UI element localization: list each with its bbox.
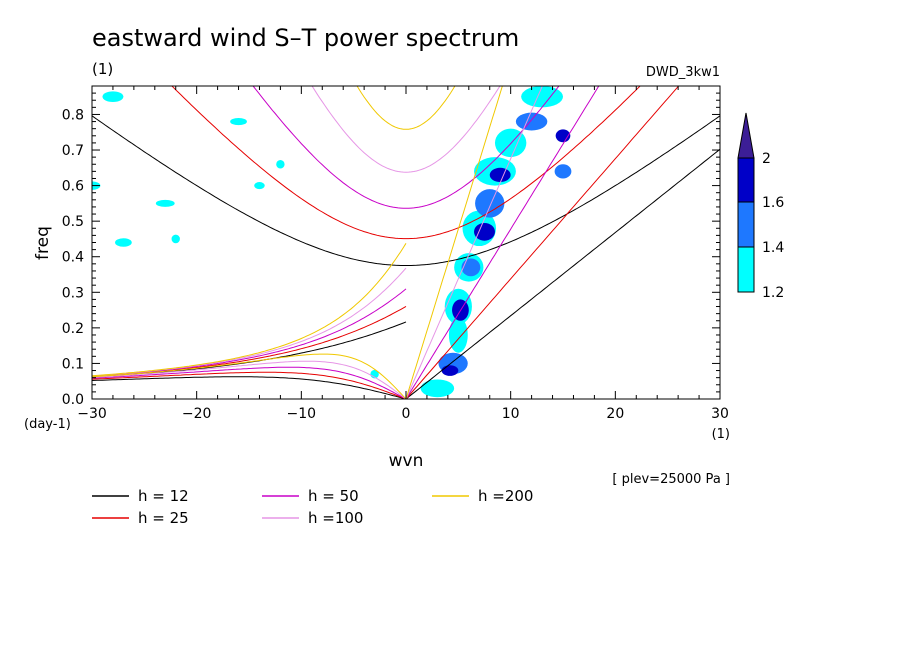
- legend: h = 12 h = 25 h = 50 h =100 h =200: [92, 487, 533, 527]
- colorbar-label: 1.6: [762, 195, 784, 211]
- y-tick-label: 0.0: [62, 392, 84, 408]
- legend-label: h = 25: [138, 509, 189, 527]
- curve-rossby-h100: [92, 360, 407, 399]
- x-tick-label: 10: [502, 406, 520, 422]
- y-tick-label: 0.3: [62, 285, 84, 301]
- x-tick-label: −20: [182, 406, 212, 422]
- curve-inertio-gravity-h100: [311, 86, 501, 173]
- contour-region: [230, 118, 247, 126]
- contour-region: [276, 159, 285, 169]
- curve-mixed-rossby-gravity-h25: [92, 305, 407, 378]
- curve-rossby-h25: [92, 371, 407, 399]
- plot-frame: [91, 85, 721, 400]
- colorbar: 1.2 1.4 1.6 2: [737, 112, 784, 301]
- x-tick-layer: −30 −20 −10 0 10 20 30: [77, 86, 729, 422]
- curve-rossby-h12: [92, 376, 407, 399]
- y-tick-label: 0.6: [62, 179, 84, 195]
- level-note: [ plev=25000 Pa ]: [612, 472, 730, 487]
- curve-rossby-h50: [92, 366, 407, 399]
- legend-label: h = 12: [138, 487, 189, 505]
- contour-region: [554, 164, 572, 179]
- contour-region: [441, 365, 459, 376]
- colorbar-label: 2: [762, 151, 771, 167]
- colorbar-label: 1.4: [762, 240, 784, 256]
- dispersion-curve-layer: [92, 86, 720, 399]
- units-label: (1): [92, 60, 113, 78]
- x-tick-label: −30: [77, 406, 107, 422]
- y-tick-label: 0.2: [62, 321, 84, 337]
- y-tick-label: 0.7: [62, 143, 84, 159]
- contour-region: [102, 91, 124, 103]
- dataset-label: DWD_3kw1: [646, 65, 720, 80]
- curve-inertio-gravity-h200: [356, 86, 456, 130]
- contour-region: [515, 112, 548, 131]
- x-tick-label: 30: [711, 406, 729, 422]
- contour-region: [521, 86, 563, 108]
- y-tick-label: 0.1: [62, 356, 84, 372]
- colorbar-segment: [737, 157, 755, 203]
- x-axis-label: wvn: [389, 451, 424, 471]
- contour-region: [115, 238, 132, 247]
- x-tick-label: 0: [402, 406, 411, 422]
- legend-label: h = 50: [308, 487, 359, 505]
- x-tick-label: −10: [287, 406, 317, 422]
- contour-region: [474, 222, 495, 241]
- contour-region: [171, 234, 180, 244]
- curve-mixed-rossby-gravity-h200: [92, 243, 407, 377]
- contour-layer: [92, 86, 572, 398]
- colorbar-extension: [737, 112, 755, 159]
- contour-region: [420, 379, 455, 398]
- contour-region: [254, 182, 265, 190]
- curve-kelvin-h12: [405, 148, 720, 399]
- y-tick-label: 0.5: [62, 214, 84, 230]
- contour-region: [461, 258, 481, 277]
- contour-region: [155, 199, 175, 207]
- contour-region: [489, 167, 511, 183]
- colorbar-segment: [737, 201, 755, 248]
- curve-rossby-h200: [92, 353, 407, 399]
- colorbar-segment: [737, 246, 755, 293]
- chart-title: eastward wind S–T power spectrum: [92, 24, 519, 52]
- curve-kelvin-h25: [405, 86, 680, 399]
- y-tick-layer: 0.0 0.1 0.2 0.3 0.4 0.5 0.6 0.7 0.8: [62, 85, 720, 408]
- colorbar-label: 1.2: [762, 285, 784, 301]
- y-axis-label: freq: [33, 226, 53, 260]
- x-tick-label: 20: [606, 406, 624, 422]
- curve-inertio-gravity-h25: [171, 86, 641, 240]
- x-unit-label: (1): [712, 427, 730, 442]
- curve-kelvin-h50: [405, 86, 600, 399]
- y-unit-label: (day-1): [24, 417, 71, 432]
- curve-inertio-gravity-h50: [252, 86, 560, 209]
- contour-region: [475, 189, 505, 218]
- curve-kelvin-h200: [405, 86, 503, 399]
- curve-kelvin-h100: [405, 86, 543, 399]
- y-tick-label: 0.4: [62, 250, 84, 266]
- curve-inertio-gravity-h12: [92, 115, 720, 266]
- legend-label: h =100: [308, 509, 363, 527]
- y-tick-label: 0.8: [62, 107, 84, 123]
- legend-label: h =200: [478, 487, 533, 505]
